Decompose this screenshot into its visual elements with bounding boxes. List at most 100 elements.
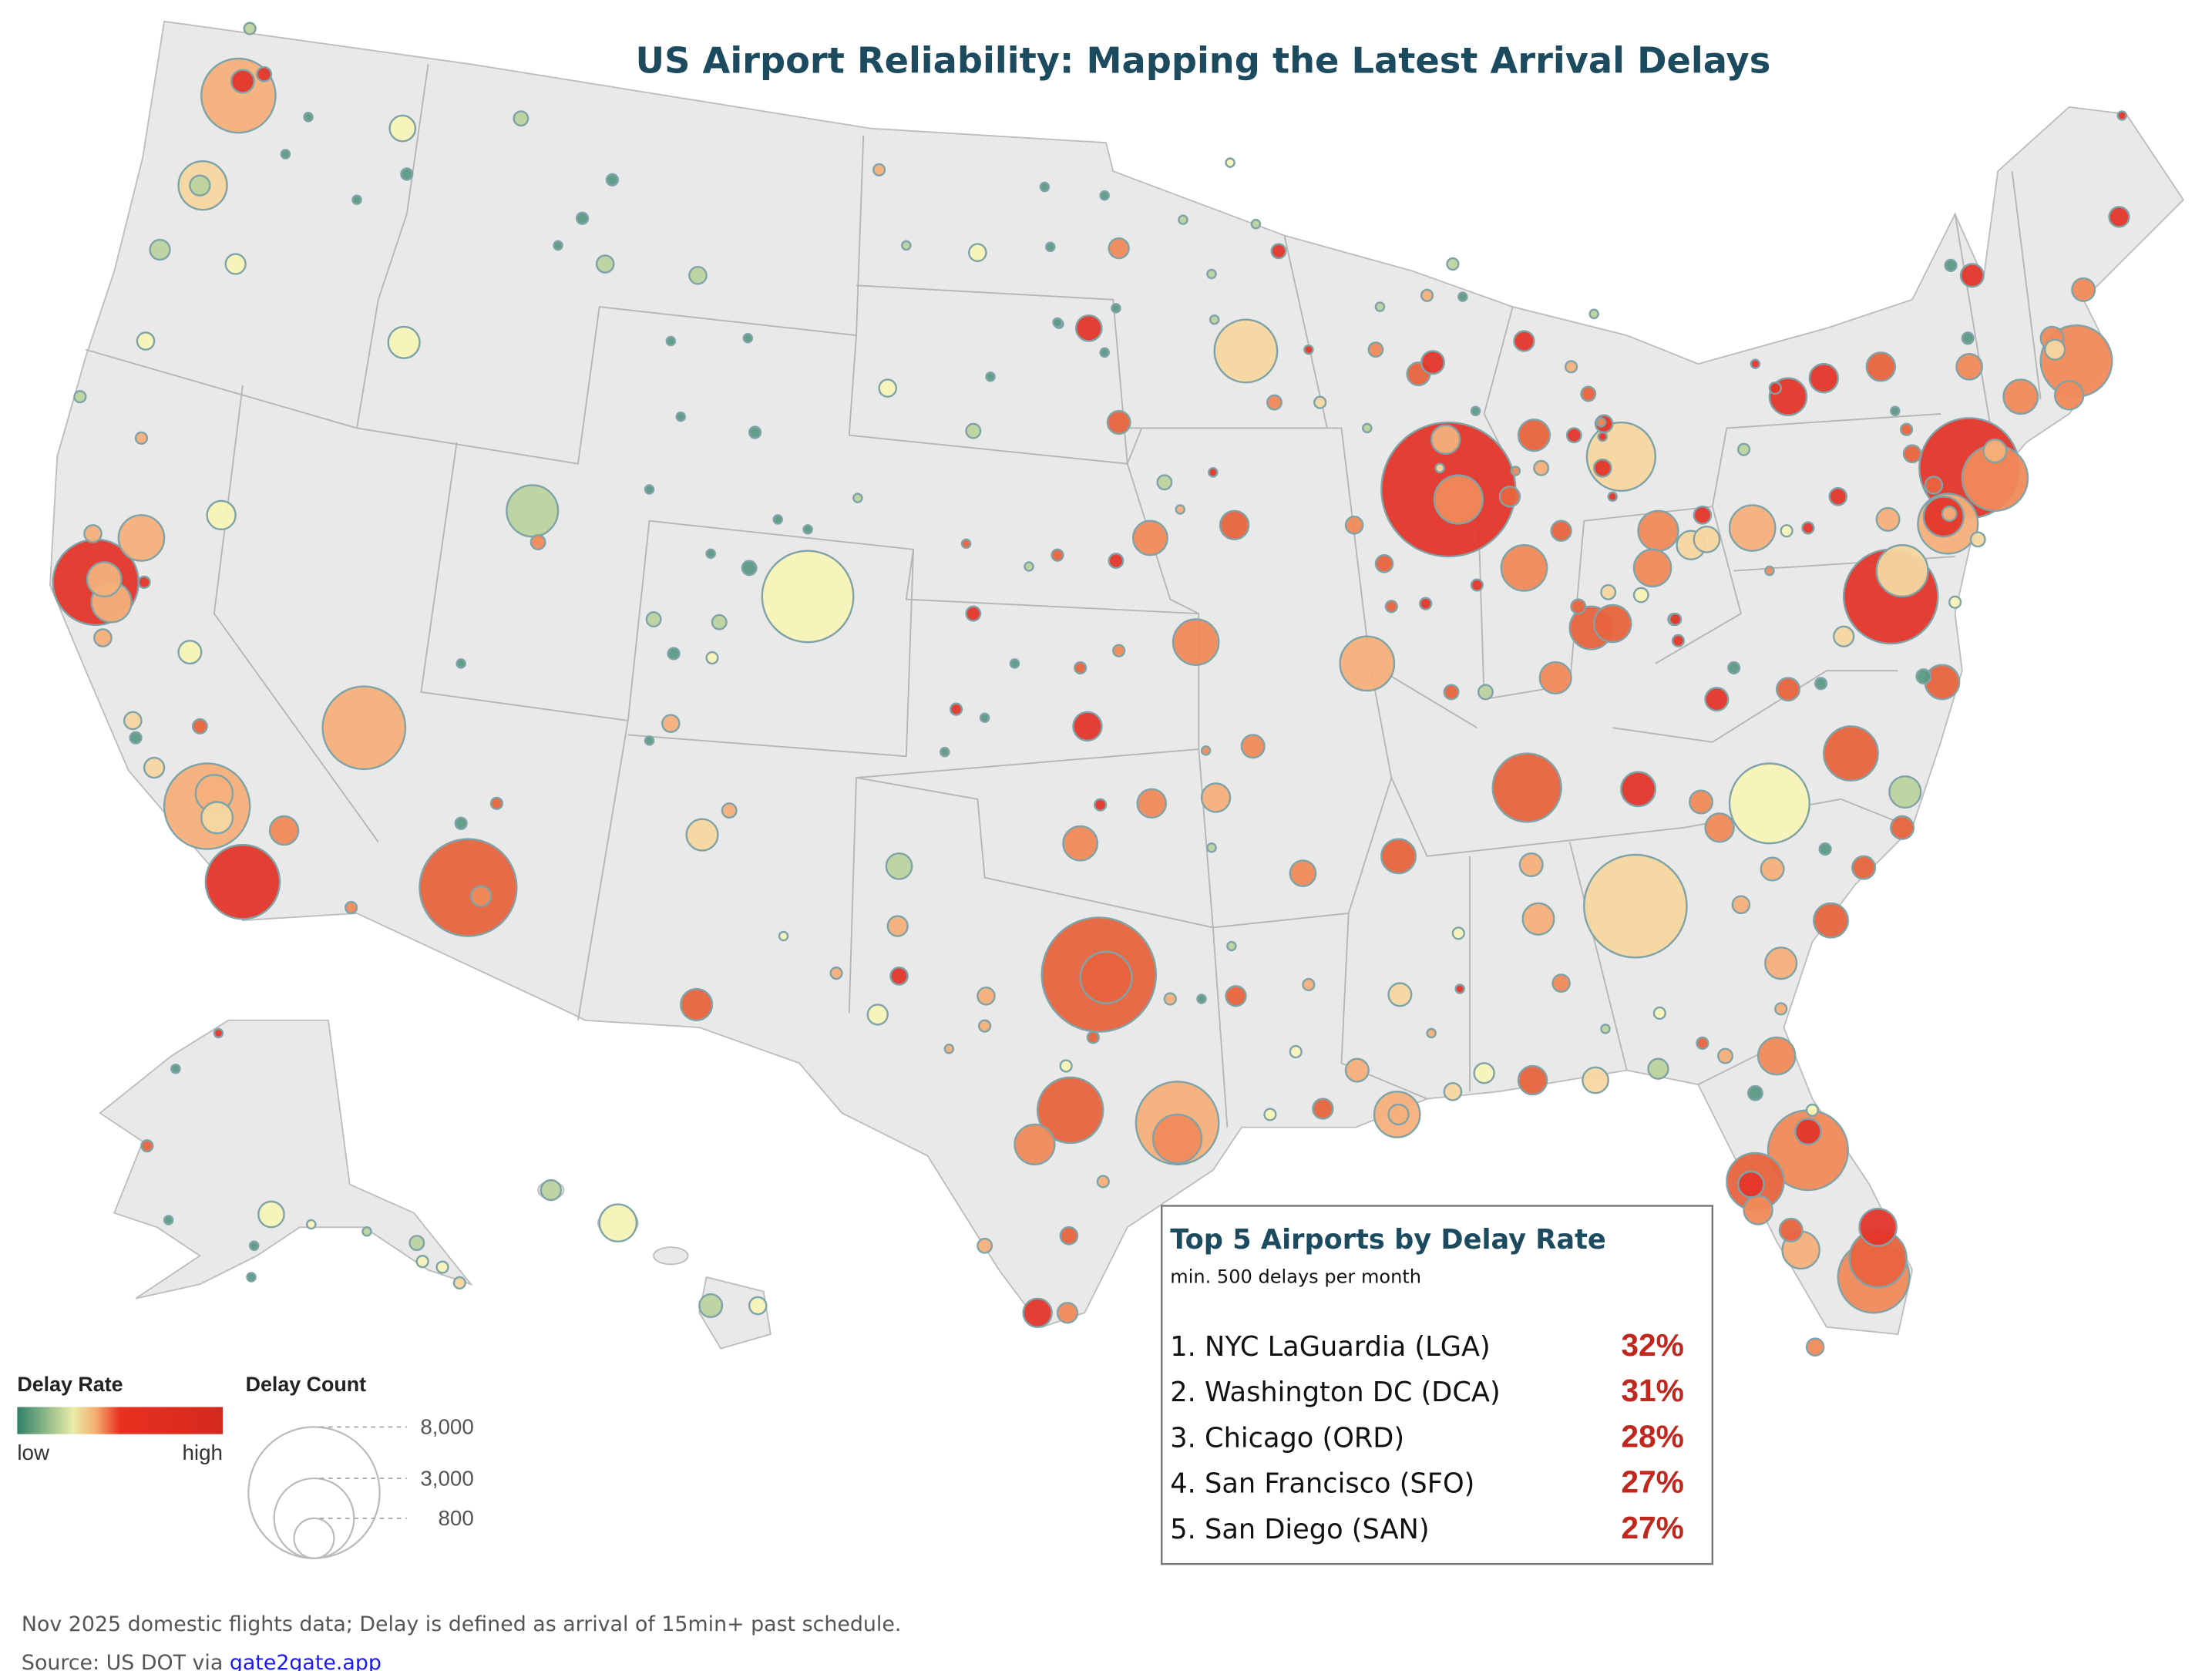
airport-bubble — [1924, 664, 1961, 701]
airport-bubble — [1446, 257, 1460, 271]
airport-bubble — [1875, 506, 1901, 532]
airport-bubble — [1813, 902, 1849, 939]
airport-bubble — [968, 243, 987, 263]
top5-row-label: 5. San Diego (SAN) — [1170, 1514, 1429, 1545]
alaska — [99, 1019, 473, 1299]
airport-bubble — [189, 174, 211, 197]
airport-bubble — [742, 333, 754, 344]
source-link[interactable]: gate2gate.app — [230, 1651, 382, 1671]
airport-bubble — [136, 331, 156, 351]
airport-bubble — [1924, 476, 1944, 495]
airport-bubble — [83, 524, 103, 543]
airport-bubble — [1419, 597, 1433, 610]
airport-bubble — [246, 1272, 257, 1283]
airport-bubble — [1108, 553, 1124, 570]
count-label-800: 800 — [438, 1506, 473, 1530]
airport-bubble — [1597, 431, 1609, 442]
airport-bubble — [1727, 661, 1741, 675]
airport-bubble — [117, 514, 166, 562]
airport-bubble — [1036, 1076, 1104, 1145]
airport-bubble — [1387, 982, 1413, 1007]
airport-bubble — [1607, 491, 1619, 503]
airport-bubble — [1151, 1113, 1203, 1165]
top5-box: Top 5 Airports by Delay Rate min. 500 de… — [1161, 1205, 1714, 1565]
airport-bubble — [1240, 734, 1266, 759]
airport-bubble — [123, 711, 143, 731]
airport-bubble — [1051, 548, 1064, 562]
us-mainland — [49, 20, 2185, 1336]
airport-bubble — [2108, 206, 2130, 228]
airport-bubble — [1457, 291, 1468, 302]
airport-bubble — [1517, 1064, 1548, 1096]
airport-bubble — [1477, 684, 1494, 701]
top5-row-label: 2. Washington DC (DCA) — [1170, 1377, 1500, 1408]
airport-bubble — [1022, 1297, 1053, 1329]
airport-bubble — [456, 658, 466, 669]
airport-bubble — [1778, 1217, 1804, 1242]
airport-bubble — [1131, 519, 1168, 556]
top5-row: 4. San Francisco (SFO) 27% — [1170, 1464, 1684, 1500]
airport-bubble — [1728, 504, 1777, 552]
airport-bubble — [1736, 442, 1751, 456]
airport-bubble — [553, 240, 563, 251]
airport-bubble — [1289, 859, 1317, 887]
airport-bubble — [243, 22, 257, 35]
airport-bubble — [1794, 1118, 1822, 1146]
airport-bubble — [866, 1004, 889, 1026]
airport-bubble — [1851, 855, 1877, 880]
airport-bubble — [1072, 711, 1103, 742]
airport-bubble — [191, 718, 208, 735]
delay-rate-low-label: low — [17, 1441, 50, 1464]
airport-bubble — [1750, 358, 1761, 369]
airport-bubble — [1728, 762, 1810, 845]
airport-bubble — [1443, 1082, 1463, 1101]
airport-bubble — [1045, 241, 1056, 253]
airport-bubble — [1433, 474, 1484, 525]
airport-bubble — [711, 614, 728, 630]
airport-bubble — [675, 411, 687, 422]
count-label-3000: 3,000 — [420, 1466, 473, 1490]
airport-bubble — [1768, 381, 1782, 395]
airport-bubble — [965, 605, 982, 622]
airport-bubble — [748, 1296, 768, 1316]
airport-bubble — [1717, 1047, 1733, 1064]
airport-bubble — [1225, 157, 1235, 168]
airport-bubble — [1302, 977, 1316, 992]
airport-bubble — [1944, 258, 1958, 272]
airport-bubble — [1362, 422, 1373, 434]
airport-bubble — [1823, 725, 1879, 782]
airport-bubble — [1743, 1195, 1773, 1226]
airport-bubble — [134, 431, 149, 445]
top5-row-value: 27% — [1621, 1464, 1684, 1500]
airport-bubble — [1902, 444, 1922, 464]
top5-row-label: 4. San Francisco (SFO) — [1170, 1468, 1474, 1500]
airport-bubble — [1178, 214, 1188, 225]
airport-bubble — [1760, 856, 1785, 882]
airport-bubble — [388, 114, 417, 143]
airport-bubble — [1764, 565, 1775, 577]
airport-bubble — [680, 987, 714, 1021]
airport-bubble — [248, 1240, 260, 1252]
airport-bubble — [1206, 268, 1217, 280]
top5-row-value: 31% — [1621, 1373, 1684, 1408]
airport-bubble — [280, 149, 291, 160]
count-circle-small — [293, 1517, 335, 1559]
airport-bubble — [1888, 775, 1922, 809]
airport-bubble — [595, 254, 615, 274]
airport-bubble — [778, 930, 789, 942]
airport-bubble — [1313, 395, 1327, 409]
airport-bubble — [1704, 687, 1730, 712]
airport-bubble — [1647, 1057, 1669, 1080]
airport-bubble — [979, 712, 990, 724]
airport-bubble — [1969, 531, 1986, 548]
airport-bubble — [852, 493, 863, 503]
airport-bubble — [1339, 635, 1396, 692]
airport-bubble — [943, 1044, 955, 1054]
airport-bubble — [1538, 661, 1572, 694]
airport-bubble — [1533, 459, 1550, 476]
airport-bubble — [1592, 604, 1632, 644]
top5-subtitle: min. 500 delays per month — [1170, 1266, 1421, 1287]
airport-bubble — [1550, 519, 1572, 542]
airport-bubble — [1948, 595, 1962, 609]
airport-bubble — [1915, 668, 1932, 685]
